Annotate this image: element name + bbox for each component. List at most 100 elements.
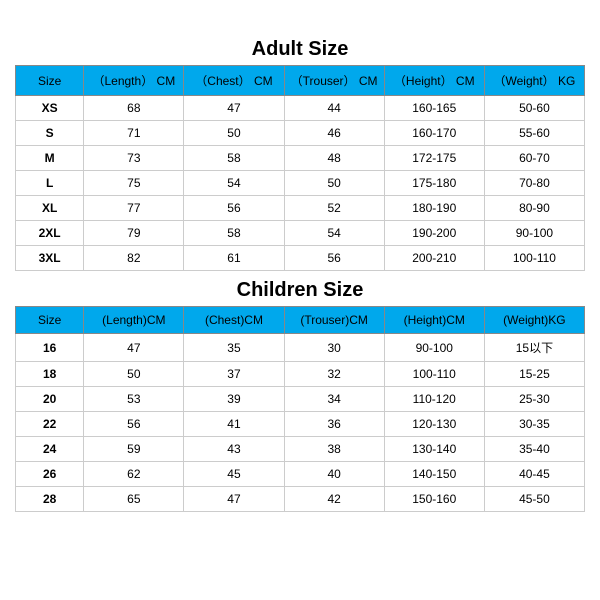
col-header: (Chest)CM xyxy=(184,307,284,334)
adult-table-body: XS684744160-16550-60S715046160-17055-60M… xyxy=(16,96,585,271)
data-cell: 47 xyxy=(84,334,184,362)
size-cell: 16 xyxy=(16,334,84,362)
data-cell: 34 xyxy=(284,387,384,412)
table-row: 22564136120-13030-35 xyxy=(16,412,585,437)
data-cell: 15-25 xyxy=(484,362,584,387)
col-header: （Weight） KG xyxy=(484,66,584,96)
data-cell: 82 xyxy=(84,246,184,271)
data-cell: 70-80 xyxy=(484,171,584,196)
data-cell: 59 xyxy=(84,437,184,462)
data-cell: 190-200 xyxy=(384,221,484,246)
data-cell: 42 xyxy=(284,487,384,512)
table-row: 24594338130-14035-40 xyxy=(16,437,585,462)
data-cell: 41 xyxy=(184,412,284,437)
data-cell: 61 xyxy=(184,246,284,271)
data-cell: 100-110 xyxy=(484,246,584,271)
data-cell: 73 xyxy=(84,146,184,171)
table-row: 26624540140-15040-45 xyxy=(16,462,585,487)
data-cell: 56 xyxy=(84,412,184,437)
table-row: 2XL795854190-20090-100 xyxy=(16,221,585,246)
data-cell: 71 xyxy=(84,121,184,146)
table-header-row: Size （Length） CM （Chest） CM （Trouser） CM… xyxy=(16,66,585,96)
data-cell: 53 xyxy=(84,387,184,412)
adult-size-title: Adult Size xyxy=(15,38,585,61)
data-cell: 120-130 xyxy=(384,412,484,437)
data-cell: 79 xyxy=(84,221,184,246)
data-cell: 175-180 xyxy=(384,171,484,196)
table-row: L755450175-18070-80 xyxy=(16,171,585,196)
data-cell: 40-45 xyxy=(484,462,584,487)
data-cell: 43 xyxy=(184,437,284,462)
col-header: (Length)CM xyxy=(84,307,184,334)
size-cell: 2XL xyxy=(16,221,84,246)
table-row: 3XL826156200-210100-110 xyxy=(16,246,585,271)
table-row: S715046160-17055-60 xyxy=(16,121,585,146)
data-cell: 140-150 xyxy=(384,462,484,487)
data-cell: 56 xyxy=(184,196,284,221)
size-cell: 18 xyxy=(16,362,84,387)
data-cell: 62 xyxy=(84,462,184,487)
size-cell: 22 xyxy=(16,412,84,437)
size-cell: 20 xyxy=(16,387,84,412)
data-cell: 40 xyxy=(284,462,384,487)
data-cell: 35-40 xyxy=(484,437,584,462)
data-cell: 44 xyxy=(284,96,384,121)
data-cell: 52 xyxy=(284,196,384,221)
size-cell: 3XL xyxy=(16,246,84,271)
data-cell: 45 xyxy=(184,462,284,487)
table-row: XS684744160-16550-60 xyxy=(16,96,585,121)
children-table-body: 1647353090-10015以下18503732100-11015-2520… xyxy=(16,334,585,512)
data-cell: 54 xyxy=(184,171,284,196)
data-cell: 25-30 xyxy=(484,387,584,412)
data-cell: 50 xyxy=(84,362,184,387)
data-cell: 68 xyxy=(84,96,184,121)
col-header: （Trouser） CM xyxy=(284,66,384,96)
data-cell: 39 xyxy=(184,387,284,412)
data-cell: 50 xyxy=(284,171,384,196)
size-cell: S xyxy=(16,121,84,146)
col-header: （Length） CM xyxy=(84,66,184,96)
data-cell: 160-165 xyxy=(384,96,484,121)
data-cell: 60-70 xyxy=(484,146,584,171)
size-cell: M xyxy=(16,146,84,171)
data-cell: 77 xyxy=(84,196,184,221)
col-header: (Height)CM xyxy=(384,307,484,334)
data-cell: 37 xyxy=(184,362,284,387)
table-row: 1647353090-10015以下 xyxy=(16,334,585,362)
data-cell: 50 xyxy=(184,121,284,146)
table-row: 28654742150-16045-50 xyxy=(16,487,585,512)
data-cell: 45-50 xyxy=(484,487,584,512)
data-cell: 180-190 xyxy=(384,196,484,221)
data-cell: 35 xyxy=(184,334,284,362)
col-header: （Height） CM xyxy=(384,66,484,96)
data-cell: 36 xyxy=(284,412,384,437)
col-header: Size xyxy=(16,307,84,334)
table-row: 20533934110-12025-30 xyxy=(16,387,585,412)
data-cell: 38 xyxy=(284,437,384,462)
data-cell: 100-110 xyxy=(384,362,484,387)
children-size-title: Children Size xyxy=(15,279,585,302)
size-cell: XS xyxy=(16,96,84,121)
data-cell: 55-60 xyxy=(484,121,584,146)
size-cell: 26 xyxy=(16,462,84,487)
data-cell: 90-100 xyxy=(484,221,584,246)
col-header: Size xyxy=(16,66,84,96)
size-cell: 24 xyxy=(16,437,84,462)
data-cell: 80-90 xyxy=(484,196,584,221)
data-cell: 54 xyxy=(284,221,384,246)
data-cell: 75 xyxy=(84,171,184,196)
data-cell: 50-60 xyxy=(484,96,584,121)
adult-size-table: Size （Length） CM （Chest） CM （Trouser） CM… xyxy=(15,65,585,271)
col-header: (Trouser)CM xyxy=(284,307,384,334)
data-cell: 32 xyxy=(284,362,384,387)
data-cell: 30 xyxy=(284,334,384,362)
data-cell: 47 xyxy=(184,96,284,121)
data-cell: 15以下 xyxy=(484,334,584,362)
col-header: (Weight)KG xyxy=(484,307,584,334)
size-cell: 28 xyxy=(16,487,84,512)
data-cell: 58 xyxy=(184,146,284,171)
col-header: （Chest） CM xyxy=(184,66,284,96)
children-size-table: Size (Length)CM (Chest)CM (Trouser)CM (H… xyxy=(15,306,585,512)
data-cell: 110-120 xyxy=(384,387,484,412)
data-cell: 90-100 xyxy=(384,334,484,362)
